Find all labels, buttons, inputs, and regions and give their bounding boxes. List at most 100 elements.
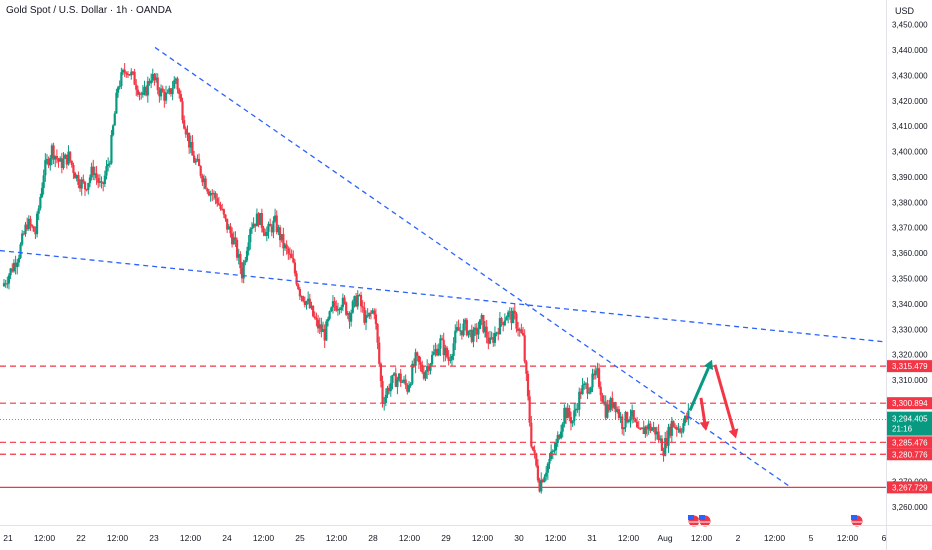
candle-body [105,166,108,176]
drawings-layer [0,46,887,489]
candle-body [6,283,9,285]
candle-body [217,203,220,205]
candle-body [277,227,280,233]
time-axis[interactable]: 21 12:00 22 12:00 23 12:00 24 12:00 25 12:00 28 12:… [3,533,886,543]
candle-body [361,306,364,308]
candle-body [87,182,90,190]
candle-body [644,426,647,435]
candle-body [227,226,230,230]
candle-body [493,333,497,343]
candle-body [330,307,333,312]
candle-body [531,446,535,450]
candle-body [278,227,282,241]
candle-body [373,310,376,315]
candle-body [148,81,151,84]
candle-body [21,233,24,245]
candle-body [297,284,300,290]
candle-body [82,179,85,182]
candle-body [75,175,78,179]
candle-body [244,260,247,263]
candle-body [500,318,503,323]
candle-body [520,329,523,333]
candle-body [234,237,237,240]
candle-body [483,326,487,333]
candle-body [482,315,485,333]
candle-body [24,224,27,235]
candle-body [591,373,594,388]
candle-body [366,315,369,317]
candle-body [176,78,179,90]
candle-body [459,330,462,332]
time-tick: 29 [441,533,451,543]
candle-body [612,402,616,408]
candle-body [201,175,204,183]
candle-body [52,145,55,160]
level-price-badge [886,397,932,410]
candle-body [424,371,427,379]
currency-label[interactable]: USD [895,6,915,16]
candle-body [369,312,373,314]
candle-body [303,301,306,305]
candle-body [437,348,440,356]
candle-body [606,404,609,418]
descending-trendline-shallow [0,249,887,343]
candle-body [682,423,685,432]
candle-body [151,74,154,81]
candle-body [257,213,260,225]
candle-body [573,410,576,421]
candle-body [386,387,389,395]
candle-body [640,427,644,429]
candle-body [16,262,19,268]
candle-body [73,172,77,179]
candle-body [270,226,273,233]
candle-body [584,383,587,385]
time-tick: Aug [657,533,672,543]
candle-body [457,327,460,331]
candle-body [108,163,111,165]
candle-body [179,94,182,102]
candle-body [37,208,40,214]
candle-body [378,342,381,364]
candle-body [637,427,640,429]
candle-body [145,86,148,96]
candle-body [454,330,457,344]
candle-body [401,381,404,383]
candle-body [131,71,135,73]
candle-body [232,237,235,245]
candle-body [627,420,630,422]
candle-body [546,463,549,473]
candle-body [634,419,637,422]
candle-body [513,310,516,314]
candle-body [474,327,477,330]
candle-body [642,427,645,435]
candle-body [475,327,478,335]
candle-body [586,383,589,394]
candle-body [2,283,6,287]
candle-body [343,297,346,303]
candle-body [211,193,214,195]
candle-body [214,193,217,199]
candle-body [389,383,392,392]
candle-body [677,428,680,430]
candle-body [341,297,344,308]
candle-body [100,181,103,183]
candle-body [624,412,627,428]
candle-body [221,208,224,210]
candle-body [264,232,267,236]
candle-body [477,328,480,335]
candle-body [302,296,305,302]
candle-body [216,198,219,204]
candle-body [65,154,68,165]
candle-body [153,74,156,81]
candle-body [619,416,622,418]
candle-body [670,420,673,436]
event-icons[interactable] [687,514,864,528]
candle-body [9,268,12,276]
price-tick: 3,350.000 [892,275,928,284]
candle-body [222,209,225,215]
candle-body [328,311,331,319]
candle-body [391,375,394,384]
candle-body [308,298,311,308]
price-tick: 3,390.000 [892,173,928,182]
